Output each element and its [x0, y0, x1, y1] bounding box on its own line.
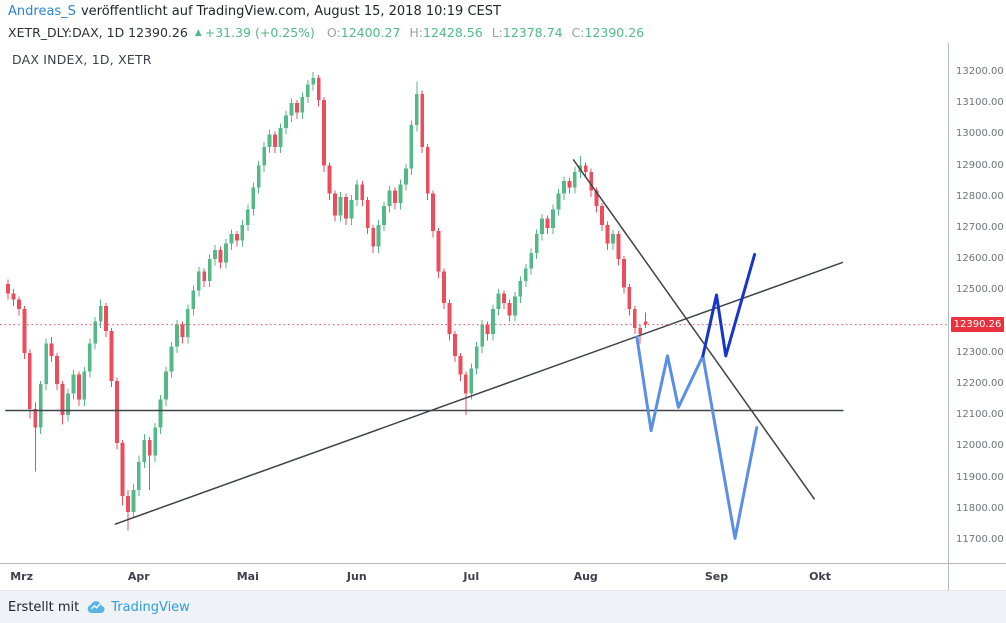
price-tick-label: 12200.00	[956, 377, 1004, 389]
tradingview-logo-icon	[87, 601, 105, 614]
month-label: Sep	[704, 570, 729, 583]
price-tick-label: 12800.00	[956, 190, 1004, 202]
ohlc-open: O:12400.27	[326, 25, 401, 40]
axis-corner	[948, 563, 1006, 590]
month-label: Apr	[127, 570, 150, 583]
symbol-info-bar: XETR_DLY:DAX, 1D 12390.26 ▲ +31.39 (+0.2…	[0, 22, 1006, 43]
price-tick-label: 12600.00	[956, 253, 1004, 265]
candlestick-chart[interactable]	[0, 43, 948, 563]
month-label: Jun	[346, 570, 367, 583]
price-tick-label: 12700.00	[956, 221, 1004, 233]
time-axis[interactable]: Mrz Apr Mai Jun Jul Aug Sep Okt	[0, 563, 948, 590]
tradingview-brand-text: TradingView	[111, 599, 190, 615]
month-label: Mrz	[10, 570, 34, 583]
price-tick-label: 11800.00	[956, 502, 1004, 514]
price-tick-label: 12100.00	[956, 409, 1004, 421]
month-label: Aug	[573, 570, 598, 583]
trend-line[interactable]	[114, 261, 844, 526]
ohlc-low: L:12378.74	[491, 25, 563, 40]
price-tick-label: 11900.00	[956, 471, 1004, 483]
ohlc-high: H:12428.56	[409, 25, 483, 40]
author-link[interactable]: Andreas_S	[8, 3, 76, 19]
publish-header: Andreas_S veröffentlicht auf TradingView…	[0, 0, 1006, 22]
last-price-badge: 12390.26	[951, 317, 1004, 333]
chart-legend: DAX INDEX, 1D, XETR	[12, 52, 152, 67]
price-tick-label: 11700.00	[956, 533, 1004, 545]
month-label: Okt	[809, 570, 832, 583]
price-tick-label: 13000.00	[956, 128, 1004, 140]
candlestick-series	[6, 72, 648, 531]
change-value: +31.39 (+0.25%)	[204, 25, 315, 40]
symbol-title: XETR_DLY:DAX, 1D 12390.26	[8, 25, 188, 40]
month-label: Jul	[463, 570, 480, 583]
price-tick-label: 12300.00	[956, 346, 1004, 358]
price-tick-label: 13100.00	[956, 97, 1004, 109]
price-tick-label: 13200.00	[956, 66, 1004, 77]
created-with-text: Erstellt mit	[8, 599, 80, 615]
chart-canvas[interactable]: DAX INDEX, 1D, XETR	[0, 43, 948, 563]
up-arrow-icon: ▲	[194, 27, 202, 38]
price-tick-label: 12900.00	[956, 159, 1004, 171]
tradingview-link[interactable]: TradingView	[87, 600, 190, 615]
footer: Erstellt mit TradingView	[0, 590, 1006, 623]
chart-area: DAX INDEX, 1D, XETR 13200.00 13100.00 1300…	[0, 43, 1006, 590]
ohlc-close: C:12390.26	[571, 25, 645, 40]
month-label: Mai	[236, 570, 259, 583]
price-tick-label: 12500.00	[956, 284, 1004, 296]
trend-line[interactable]	[572, 158, 816, 500]
projection-path[interactable]	[701, 253, 757, 358]
price-axis[interactable]: 13200.00 13100.00 13000.00 12900.00 12800.00…	[948, 43, 1006, 563]
projection-path[interactable]	[635, 335, 759, 540]
price-tick-label: 12000.00	[956, 440, 1004, 452]
publish-info: veröffentlicht auf TradingView.com, Augu…	[80, 3, 501, 19]
